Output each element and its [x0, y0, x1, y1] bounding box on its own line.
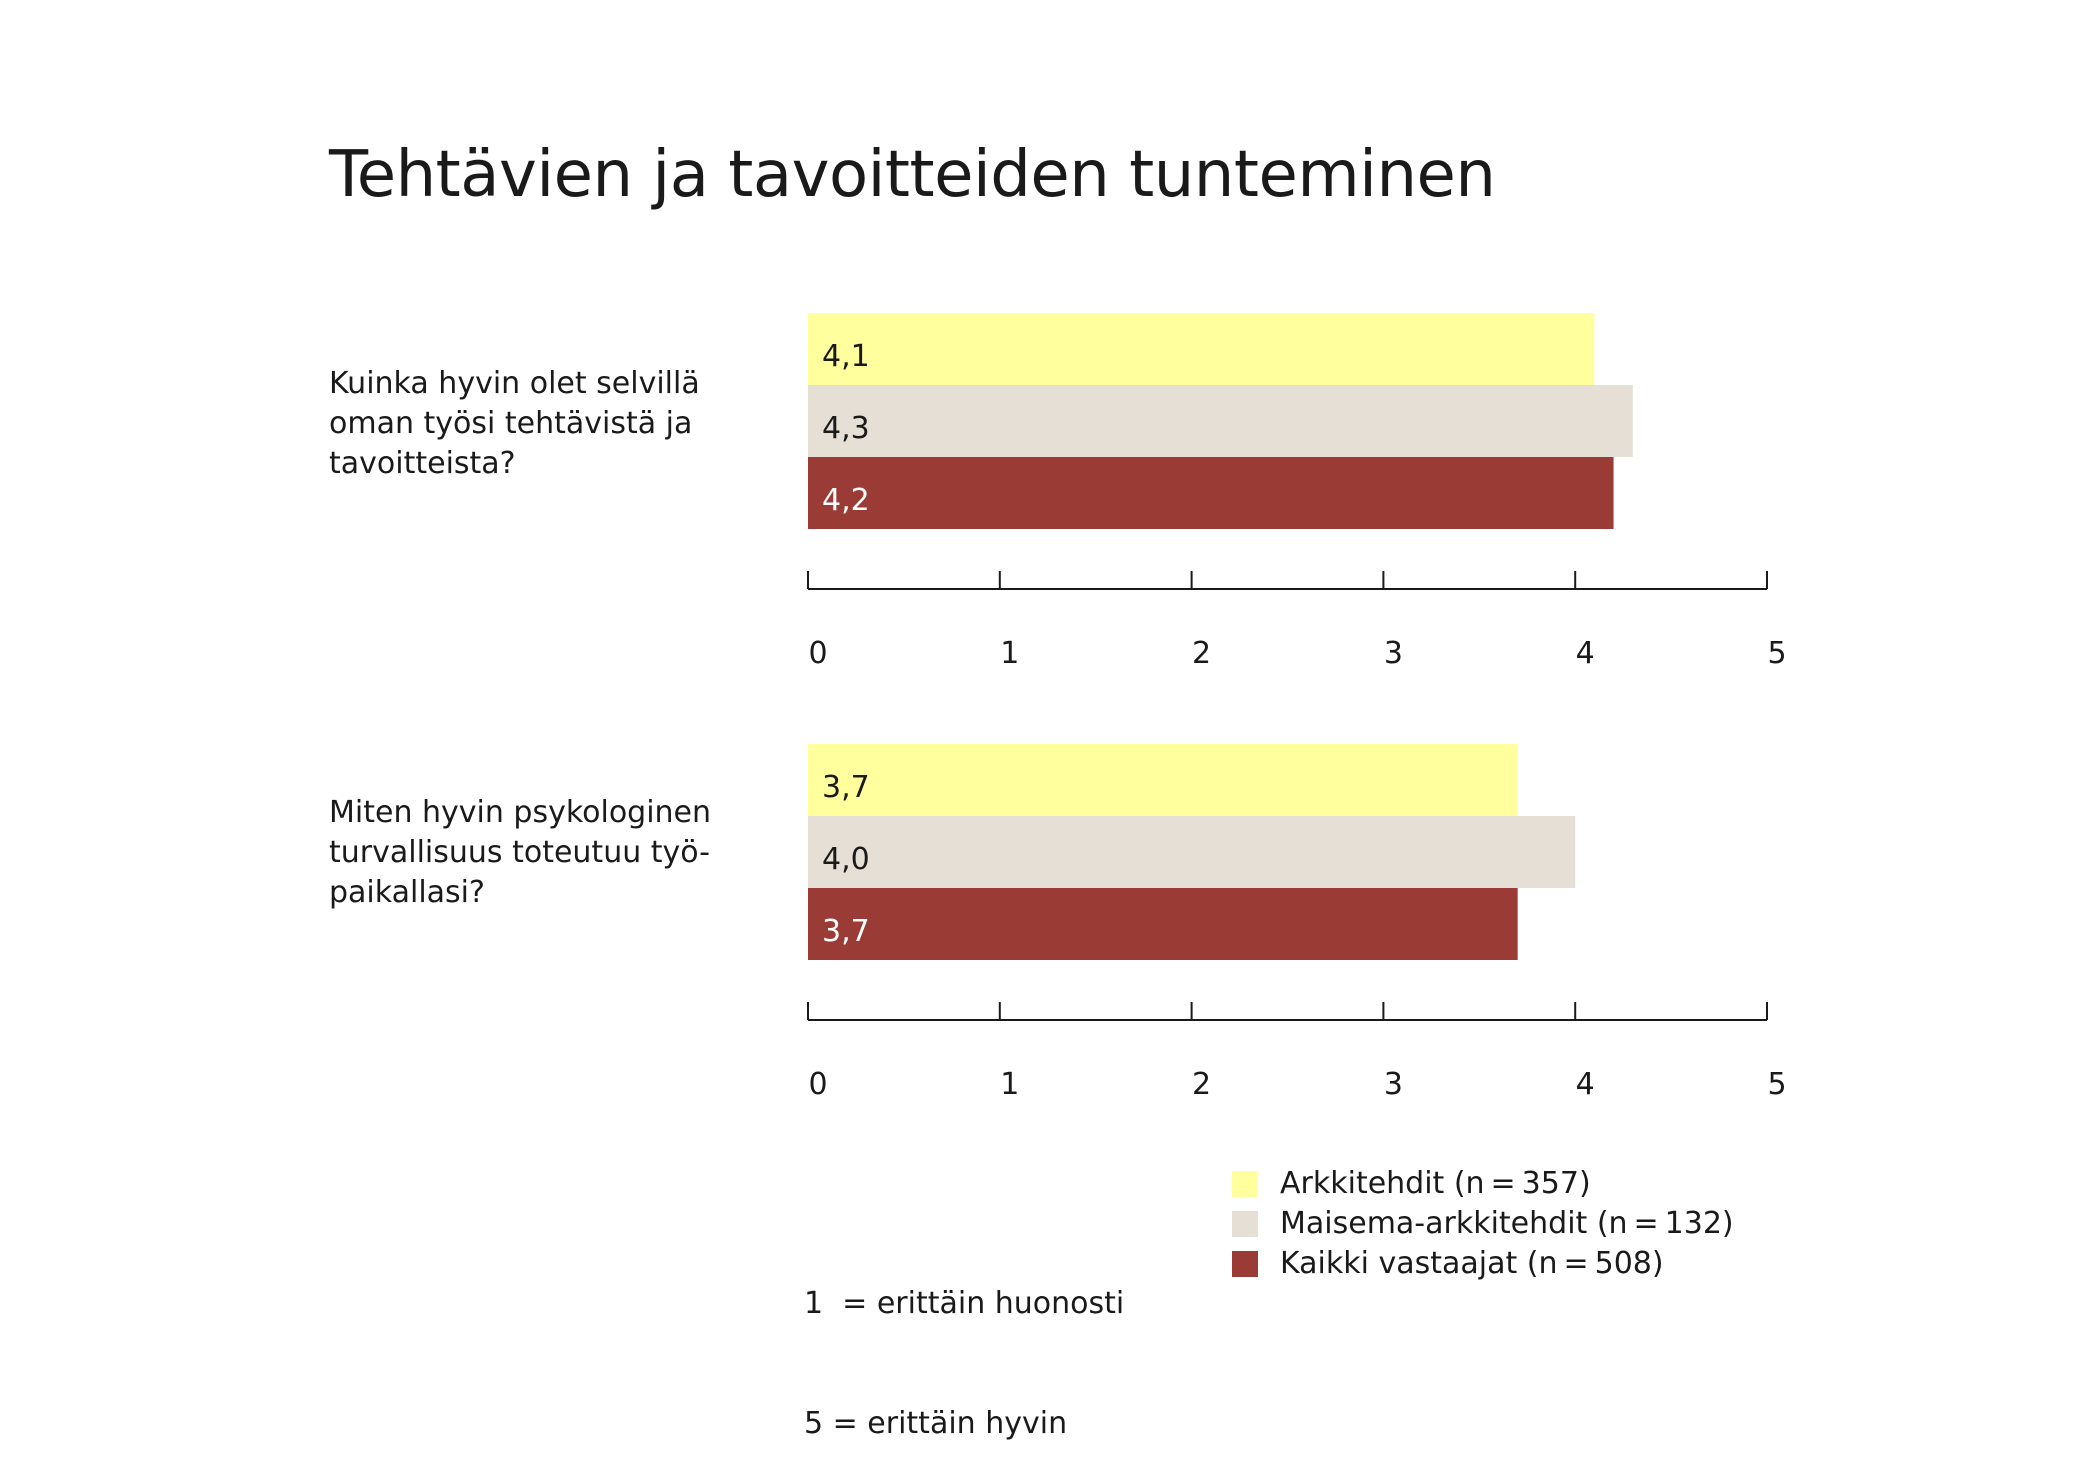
bar-label-q2-series-3: 3,7 [822, 914, 870, 949]
bar-q2-series-1 [808, 744, 1518, 816]
question-2-line-3: paikallasi? [329, 875, 485, 910]
chart-title: Tehtävien ja tavoitteiden tunteminen [329, 138, 1496, 212]
question-1-line-1: Kuinka hyvin olet selvillä [329, 366, 700, 401]
x-tick-label-q2-0: 0 [808, 1067, 827, 1102]
legend-swatch-maisema-arkkitehdit [1232, 1211, 1258, 1237]
bar-label-q1-series-2: 4,3 [822, 411, 870, 446]
legend-swatch-arkkitehdit [1232, 1171, 1258, 1197]
x-tick-label-q2-1: 1 [1000, 1067, 1019, 1102]
legend: Arkkitehdit (n = 357) Maisema-arkkitehdi… [1232, 1164, 1734, 1284]
question-1-line-2: oman työsi tehtävistä ja [329, 406, 693, 441]
legend-item-maisema-arkkitehdit: Maisema-arkkitehdit (n = 132) [1232, 1204, 1734, 1244]
legend-label-arkkitehdit: Arkkitehdit (n = 357) [1280, 1166, 1591, 1201]
question-2-line-2: turvallisuus toteutuu työ- [329, 835, 711, 870]
x-tick-label-q2-3: 3 [1384, 1067, 1403, 1102]
scale-note-line-2: 5 = erittäin hyvin [804, 1406, 1068, 1441]
bar-label-q2-series-2: 4,0 [822, 842, 870, 877]
bar-label-q2-series-1: 3,7 [822, 770, 870, 805]
bar-label-q1-series-1: 4,1 [822, 339, 870, 374]
bar-q1-series-1 [808, 313, 1595, 385]
bar-q1-series-3 [808, 457, 1614, 529]
bar-q2-series-3 [808, 888, 1518, 960]
x-tick-label-q2-5: 5 [1767, 1067, 1786, 1102]
bar-q2-series-2 [808, 816, 1576, 888]
legend-item-arkkitehdit: Arkkitehdit (n = 357) [1232, 1164, 1734, 1204]
legend-item-kaikki-vastaajat: Kaikki vastaajat (n = 508) [1232, 1244, 1734, 1284]
scale-note-line-1: 1 = erittäin huonosti [804, 1286, 1125, 1321]
bar-chart: 4,1 4,3 4,2 0 1 2 3 4 5 3,7 4,0 3,7 0 1 2 3 4 5 [807, 313, 1787, 1102]
legend-swatch-kaikki-vastaajat [1232, 1251, 1258, 1277]
scale-note: 1 = erittäin huonosti 5 = erittäin hyvin [804, 1204, 1124, 1484]
question-1-label: Kuinka hyvin olet selvillä oman työsi te… [329, 364, 749, 484]
question-1-line-3: tavoitteista? [329, 446, 516, 481]
x-tick-label-q2-2: 2 [1192, 1067, 1211, 1102]
x-tick-label-q1-5: 5 [1767, 636, 1786, 671]
x-tick-label-q1-1: 1 [1000, 636, 1019, 671]
x-tick-label-q1-4: 4 [1576, 636, 1595, 671]
bar-q1-series-2 [808, 385, 1633, 457]
legend-label-kaikki-vastaajat: Kaikki vastaajat (n = 508) [1280, 1246, 1664, 1281]
question-2-line-1: Miten hyvin psykologinen [329, 795, 712, 830]
legend-label-maisema-arkkitehdit: Maisema-arkkitehdit (n = 132) [1280, 1206, 1734, 1241]
x-tick-label-q1-3: 3 [1384, 636, 1403, 671]
x-tick-label-q1-0: 0 [808, 636, 827, 671]
x-tick-label-q1-2: 2 [1192, 636, 1211, 671]
bar-label-q1-series-3: 4,2 [822, 483, 870, 518]
question-2-label: Miten hyvin psykologinen turvallisuus to… [329, 793, 749, 913]
x-tick-label-q2-4: 4 [1576, 1067, 1595, 1102]
